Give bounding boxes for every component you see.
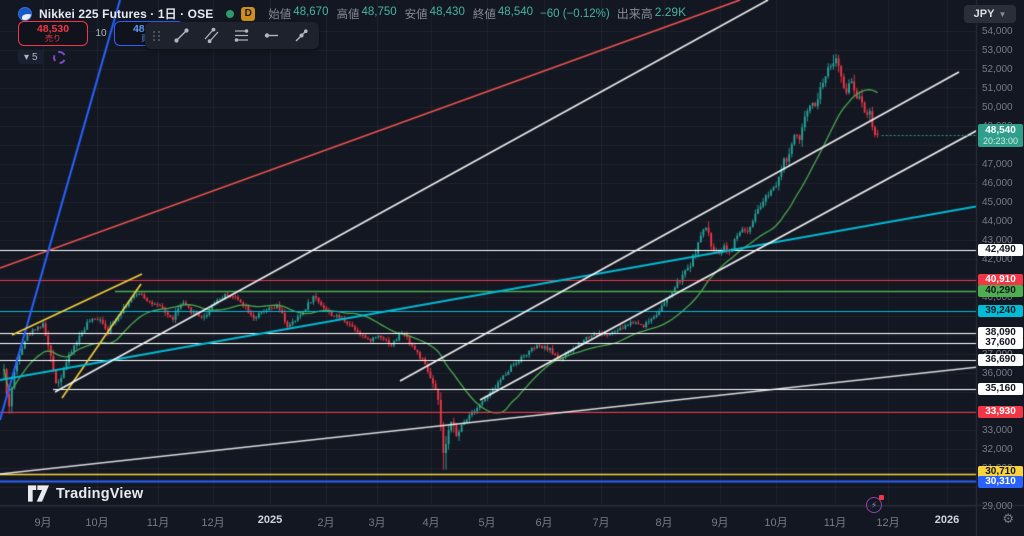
volume-label: 出来高 <box>616 7 653 21</box>
delayed-data-badge[interactable]: D <box>241 6 256 21</box>
ohlc-item: 安値 48,430 <box>404 5 465 21</box>
ohlc-item: 始値 48,670 <box>268 5 329 21</box>
flash-icon[interactable]: ⚡ <box>866 495 884 514</box>
time-axis-tick[interactable]: 11月 <box>823 517 847 529</box>
price-level-badge[interactable]: 37,600 <box>978 336 1023 349</box>
notification-dot <box>879 495 884 500</box>
tradingview-mark-icon <box>28 485 49 502</box>
time-axis-tick[interactable]: 10月 <box>85 517 109 529</box>
price-axis-tick: 47,000 <box>982 159 1013 170</box>
extended-line-icon[interactable] <box>292 26 311 45</box>
time-axis-tick[interactable]: 7月 <box>592 517 610 529</box>
price-level-badge[interactable]: 40,290 <box>978 285 1023 298</box>
price-axis-tick: 42,000 <box>982 254 1013 265</box>
drag-handle-icon[interactable] <box>153 30 161 41</box>
sell-price: 48,530 <box>36 22 70 35</box>
instrument-logo-icon <box>18 6 32 21</box>
last-price-badge[interactable]: 48,540 20:23:00 <box>978 123 1023 147</box>
price-axis-tick: 44,000 <box>982 216 1013 227</box>
time-axis-tick[interactable]: 5月 <box>478 517 496 529</box>
time-axis-tick[interactable]: 11月 <box>146 517 170 529</box>
price-axis-tick: 40,000 <box>982 292 1013 303</box>
parallel-channel-icon[interactable] <box>202 26 221 45</box>
price-axis-tick: 53,000 <box>982 45 1013 56</box>
time-axis-tick[interactable]: 8月 <box>655 517 673 529</box>
price-axis-tick: 36,000 <box>982 368 1013 379</box>
horizontal-ray-icon[interactable] <box>262 26 281 45</box>
currency-selector[interactable]: JPY ▼ <box>964 5 1016 23</box>
time-axis-tick[interactable]: 12月 <box>201 517 225 529</box>
drawing-toolbar <box>145 22 319 49</box>
quantity-dropdown[interactable]: ▾ 5 <box>18 50 44 64</box>
time-axis-tick[interactable]: 2025 <box>257 514 283 526</box>
time-axis-tick[interactable]: 3月 <box>368 517 386 529</box>
time-axis-tick[interactable]: 9月 <box>34 517 52 529</box>
volume-value: 2.29K <box>654 5 687 19</box>
quantity-value: 5 <box>32 51 38 63</box>
chevron-down-icon: ▾ <box>24 51 30 63</box>
price-level-badge[interactable]: 38,090 <box>978 327 1023 340</box>
time-axis-tick[interactable]: 12月 <box>876 517 900 529</box>
sell-button[interactable]: 48,530 売り <box>18 21 88 46</box>
price-axis-tick: 43,000 <box>982 235 1013 246</box>
symbol-title[interactable]: Nikkei 225 Futures · 1日 · OSE <box>39 7 214 21</box>
sell-label: 売り <box>45 33 61 43</box>
price-level-badge[interactable]: 30,710 <box>978 466 1023 478</box>
time-axis-tick[interactable]: 10月 <box>764 517 788 529</box>
settings-gear-icon[interactable]: ⚙ <box>1002 511 1014 526</box>
ohlc-item: 終値 48,540 <box>472 5 534 21</box>
price-axis-tick: 46,000 <box>982 178 1013 189</box>
time-axis-tick[interactable]: 4月 <box>422 517 440 529</box>
price-axis-tick: 29,000 <box>982 501 1013 512</box>
spread-value: 10 <box>95 28 107 39</box>
price-level-badge[interactable]: 35,160 <box>978 382 1023 395</box>
price-level-badge[interactable]: 36,690 <box>978 353 1023 366</box>
bar-countdown: 20:23:00 <box>982 135 1019 146</box>
horizontal-lines-icon[interactable] <box>232 26 251 45</box>
price-level-badge[interactable]: 39,240 <box>978 305 1023 318</box>
price-axis-tick: 52,000 <box>982 64 1013 75</box>
spinner-icon[interactable] <box>52 50 66 64</box>
price-axis-tick: 50,000 <box>982 102 1013 113</box>
market-status-icon <box>226 9 235 18</box>
time-axis-tick[interactable]: 2月 <box>317 517 335 529</box>
time-axis-tick[interactable]: 6月 <box>535 517 553 529</box>
price-level-badge[interactable]: 42,490 <box>978 243 1023 256</box>
tradingview-logo-text: TradingView <box>56 485 144 502</box>
chevron-down-icon: ▼ <box>998 9 1007 19</box>
price-level-badge[interactable]: 30,310 <box>978 476 1023 488</box>
last-price-value: 48,540 <box>985 124 1016 136</box>
price-level-badge[interactable]: 33,930 <box>978 406 1023 419</box>
tradingview-logo[interactable]: TradingView <box>28 485 143 502</box>
price-level-badge[interactable]: 40,910 <box>978 273 1023 286</box>
time-axis-tick[interactable]: 2026 <box>934 514 960 526</box>
price-change: −60 (−0.12%) <box>540 7 610 20</box>
price-axis-tick: 45,000 <box>982 197 1013 208</box>
currency-label: JPY <box>973 8 995 20</box>
price-axis-tick: 51,000 <box>982 83 1013 94</box>
price-axis-tick: 54,000 <box>982 26 1013 37</box>
ohlc-values: 始値 48,670 高値 48,750 安値 48,430 終値 48,540 <box>268 6 533 22</box>
price-axis-tick: 33,000 <box>982 425 1013 436</box>
trend-line-icon[interactable] <box>172 26 191 45</box>
ohlc-item: 高値 48,750 <box>336 5 397 21</box>
symbol-legend: Nikkei 225 Futures · 1日 · OSE D 始値 48,670… <box>18 5 686 22</box>
price-axis-tick: 32,000 <box>982 444 1013 455</box>
time-axis-tick[interactable]: 9月 <box>711 517 729 529</box>
